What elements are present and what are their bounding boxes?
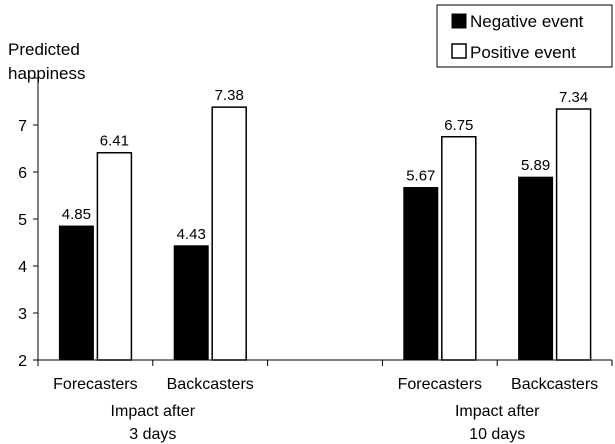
y-tick-label: 2 [18,353,27,370]
bar-positive-event [555,108,592,361]
bar-positive-event [441,136,477,361]
y-tick-label: 4 [18,259,27,276]
group-label-line: Impact after [455,403,540,420]
data-label: 7.38 [215,87,244,104]
legend-swatch-negative [451,13,467,29]
bar-positive-event [96,151,133,361]
data-label: 4.43 [177,226,206,243]
data-label: 5.89 [521,157,550,174]
legend: Negative event Positive event [436,4,613,68]
legend-label-positive: Positive event [470,43,576,62]
y-tick-label: 7 [18,118,27,135]
data-label: 6.75 [444,117,473,134]
bar-positive-event [211,106,247,361]
y-axis-title-line-2: happiness [8,64,86,83]
data-label: 6.41 [100,133,129,150]
x-category-label: Forecasters [53,376,137,393]
bar-negative-event [518,176,554,361]
group-label-line: 3 days [129,426,176,443]
x-category-label: Backcasters [511,376,598,393]
y-tick-label: 6 [18,165,27,182]
x-category-label: Backcasters [167,376,254,393]
bar-negative-event [173,245,209,361]
plot-area: 2 3 4 5 6 7 Forecasters 4.85 6.41 Backcasters 4.43… [18,77,613,443]
data-label: 4.85 [62,206,91,223]
y-axis-title-line-1: Predicted [8,40,80,59]
legend-swatch-positive [451,43,467,59]
group-label-line: Impact after [111,403,196,420]
bar-negative-event [58,225,94,361]
data-label: 7.34 [559,89,588,106]
data-label: 5.67 [406,168,435,185]
x-category-label: Forecasters [398,376,482,393]
bar-negative-event [403,187,439,361]
y-tick-label: 5 [18,212,27,229]
y-tick-label: 3 [18,306,27,323]
legend-label-negative: Negative event [470,12,584,31]
group-label-line: 10 days [469,426,525,443]
y-axis-title: Predicted happiness [8,40,86,83]
